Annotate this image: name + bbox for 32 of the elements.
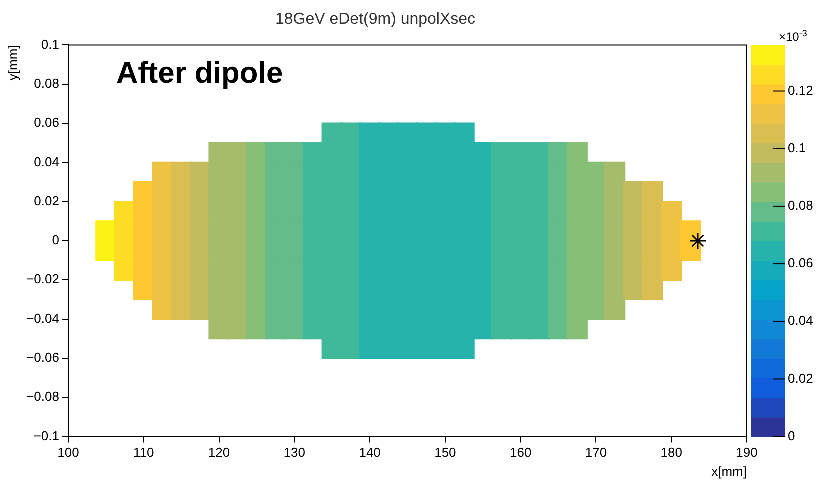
color-bar-label: 0 xyxy=(788,428,796,444)
y-tick-label: 0.1 xyxy=(41,36,60,52)
x-tick-label: 140 xyxy=(359,445,381,460)
y-tick-label: −0.08 xyxy=(26,389,60,404)
y-tick-label: 0.08 xyxy=(34,76,60,91)
color-bar-label: 0.02 xyxy=(788,370,814,386)
color-bar-label: 0.12 xyxy=(788,82,814,98)
y-axis-title: y[mm] xyxy=(5,45,20,81)
color-bar-label: 0.04 xyxy=(788,313,814,328)
x-tick-label: 110 xyxy=(134,445,154,460)
x-tick-label: 100 xyxy=(58,445,80,460)
y-tick-label: −0.04 xyxy=(26,310,60,326)
x-tick-label: 180 xyxy=(660,445,682,460)
y-tick-label: −0.1 xyxy=(34,428,60,444)
x-tick-label: 150 xyxy=(434,445,456,460)
color-bar-label: 0.1 xyxy=(788,140,806,156)
y-tick-label: −0.02 xyxy=(26,272,60,287)
x-tick-label: 190 xyxy=(736,445,758,460)
y-tick-label: 0.02 xyxy=(34,193,60,208)
x-axis-title: x[mm] xyxy=(712,464,747,479)
y-tick-label: 0.06 xyxy=(34,115,60,130)
x-tick-label: 160 xyxy=(510,445,532,460)
x-tick-label: 130 xyxy=(284,445,306,460)
annotation: After dipole xyxy=(116,57,284,90)
y-tick-label: 0.04 xyxy=(34,154,60,170)
chart-title: 18GeV eDet(9m) unpolXsec xyxy=(275,11,476,28)
x-tick-label: 120 xyxy=(208,445,230,460)
y-tick-label: −0.06 xyxy=(26,350,60,366)
x-tick-label: 170 xyxy=(585,445,608,460)
color-bar-label: 0.08 xyxy=(788,198,814,214)
y-tick-label: 0 xyxy=(52,232,60,248)
color-bar-label: 0.06 xyxy=(788,256,814,271)
